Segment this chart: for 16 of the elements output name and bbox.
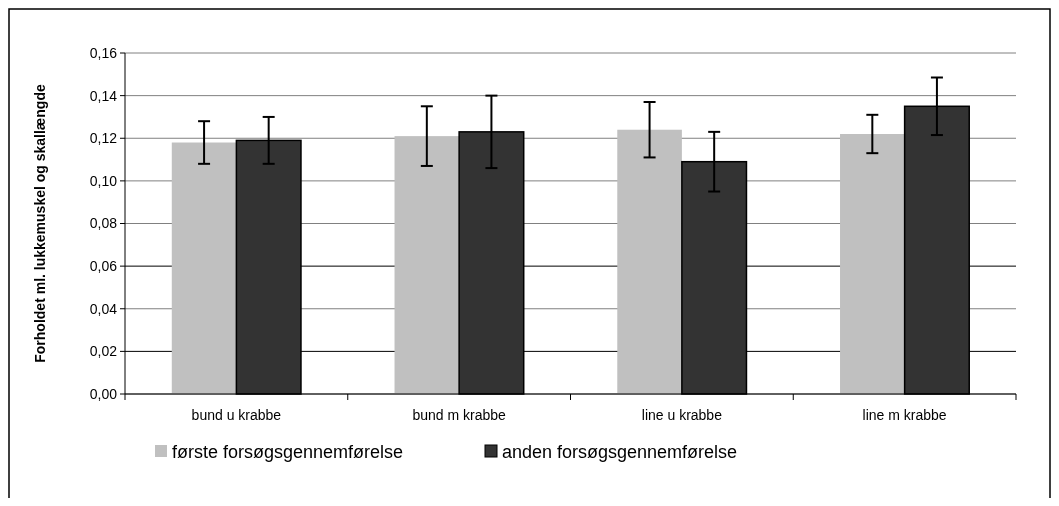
y-tick-label: 0,04 [89,300,118,317]
legend-label: første forsøgsgennemførelse [172,442,404,463]
y-tick-label: 0,10 [89,172,118,189]
y-tick-label: 0,16 [89,44,118,61]
y-tick-label: 0,00 [89,385,118,402]
x-tick-label: bund u krabbe [191,407,282,423]
y-tick-label: 0,06 [89,258,118,275]
x-tick-label: line m krabbe [862,407,947,423]
x-tick-label: bund m krabbe [412,407,507,423]
y-tick-label: 0,02 [89,343,118,360]
y-tick-label: 0,14 [89,87,118,104]
x-tick-label: line u krabbe [641,407,723,423]
y-axis-title: Forholdet ml. lukkemuskel og skallængde [32,84,48,363]
y-tick-label: 0,12 [89,130,118,147]
y-tick-label: 0,08 [89,215,118,232]
legend-label: anden forsøgsgennemførelse [502,442,738,463]
